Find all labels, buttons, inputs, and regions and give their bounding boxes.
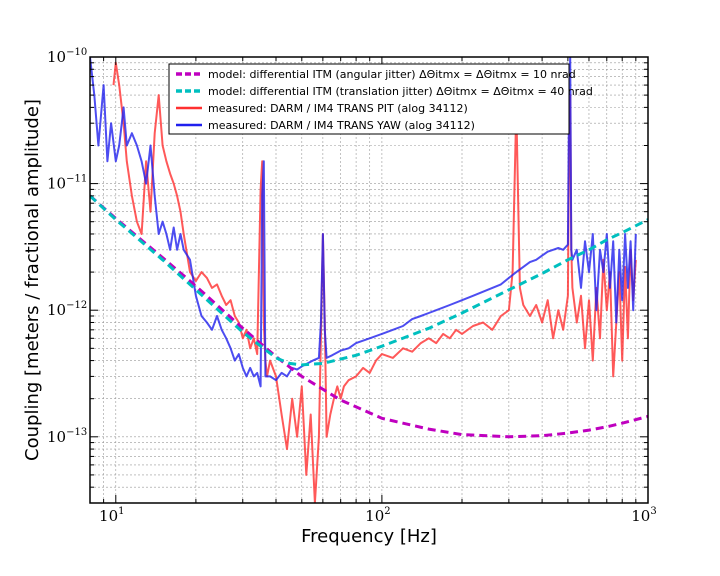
legend-label: model: differential ITM (angular jitter)…	[208, 68, 576, 81]
series-line-3	[90, 57, 637, 388]
x-axis-title: Frequency [Hz]	[301, 526, 437, 547]
plot-frame	[89, 56, 649, 504]
legend: model: differential ITM (angular jitter)…	[168, 63, 593, 135]
series-line-0	[90, 194, 648, 439]
legend-label: measured: DARM / IM4 TRANS YAW (alog 341…	[208, 119, 475, 132]
series-line-1	[90, 194, 648, 367]
x-tick-label: 102	[365, 506, 390, 525]
y-tick-label: 10−12	[47, 300, 87, 319]
y-tick-label: 10−13	[47, 427, 87, 446]
y-tick-labels: 10−10 10−11 10−12 10−13	[47, 47, 87, 446]
legend-label: model: differential ITM (translation jit…	[208, 85, 593, 98]
x-tick-labels: 101 102 103	[99, 506, 657, 525]
x-tick-label: 103	[631, 506, 656, 525]
series-line-2	[112, 61, 637, 503]
y-axis-title: Coupling [meters / fractional amplitude]	[22, 99, 43, 461]
y-tick-label: 10−11	[47, 174, 87, 193]
legend-box	[168, 63, 570, 135]
x-tick-label: 101	[99, 506, 124, 525]
series-group	[90, 57, 648, 503]
y-tick-label: 10−10	[47, 47, 87, 66]
legend-label: measured: DARM / IM4 TRANS PIT (alog 341…	[208, 102, 468, 115]
